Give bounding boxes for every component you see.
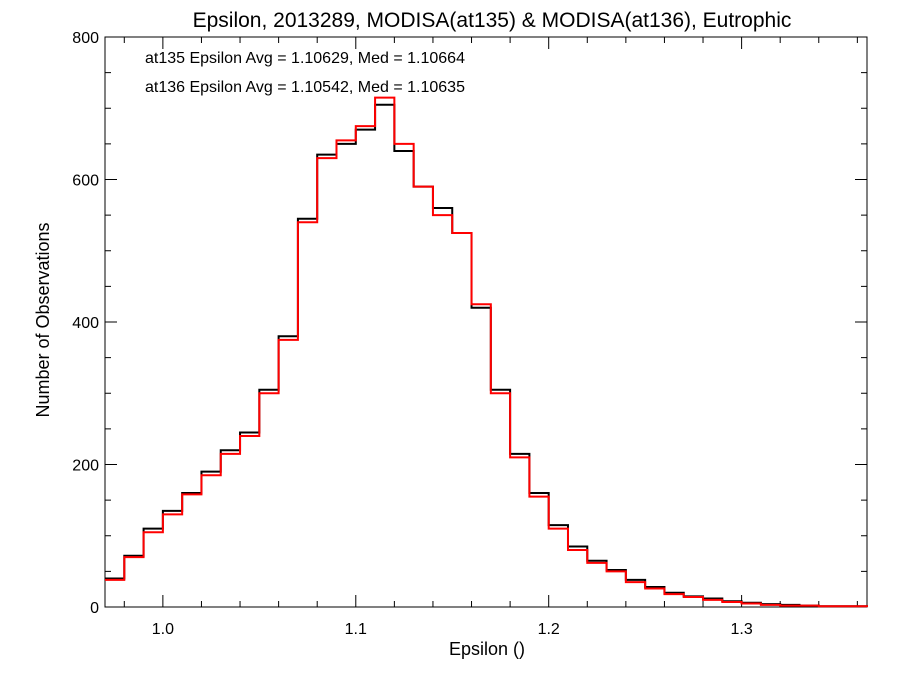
series-point-at136 <box>557 528 559 530</box>
series-point-at136 <box>384 97 386 99</box>
series-point-at135 <box>480 307 482 309</box>
y-tick-label: 600 <box>72 173 99 190</box>
series-point-at135 <box>596 560 598 562</box>
series-point-at136 <box>114 579 116 581</box>
series-point-at136 <box>442 214 444 216</box>
series-point-at135 <box>538 492 540 494</box>
y-tick-label: 800 <box>72 30 99 47</box>
series-point-at136 <box>770 604 772 606</box>
plot-border <box>104 36 868 608</box>
series-point-at136 <box>731 601 733 603</box>
series-point-at135 <box>249 431 251 433</box>
x-tick-label: 1.1 <box>345 621 367 638</box>
series-point-at136 <box>499 392 501 394</box>
series-point-at135 <box>442 207 444 209</box>
series-line-at136 <box>105 96 868 608</box>
series-point-at136 <box>866 606 868 608</box>
series-point-at136 <box>364 125 366 127</box>
series-point-at135 <box>326 154 328 156</box>
series-point-at135 <box>577 545 579 547</box>
x-tick-label: 1.2 <box>538 621 560 638</box>
series-point-at136 <box>789 605 791 607</box>
series-point-at135 <box>268 389 270 391</box>
x-axis: 1.0 1.1 1.2 1.3 <box>123 37 858 638</box>
series-point-at136 <box>538 496 540 498</box>
series-point-at136 <box>307 221 309 223</box>
series-point-at135 <box>307 218 309 220</box>
series-point-at135 <box>557 524 559 526</box>
series-point-at136 <box>268 392 270 394</box>
series-point-at136 <box>287 339 289 341</box>
x-tick-label: 1.0 <box>152 621 174 638</box>
series-point-at135 <box>403 150 405 152</box>
annotation-at136-stats: at136 Epsilon Avg = 1.10542, Med = 1.106… <box>145 79 465 96</box>
series-point-at136 <box>480 303 482 305</box>
series-point-at136 <box>635 581 637 583</box>
x-tick-label: 1.3 <box>730 621 752 638</box>
series-point-at136 <box>692 596 694 598</box>
series-point-at136 <box>827 605 829 607</box>
series-point-at136 <box>519 456 521 458</box>
annotation-at135-stats: at135 Epsilon Avg = 1.10629, Med = 1.106… <box>145 50 465 67</box>
series-point-at136 <box>596 562 598 564</box>
y-axis: 0 200 400 600 800 <box>72 30 867 617</box>
series-line-at135 <box>105 103 868 608</box>
series-point-at135 <box>364 129 366 131</box>
series-point-at136 <box>750 602 752 604</box>
y-tick-label: 400 <box>72 315 99 332</box>
series-point-at136 <box>249 435 251 437</box>
series-point-at136 <box>577 549 579 551</box>
series-point-at136 <box>152 531 154 533</box>
y-tick-label: 0 <box>90 600 99 617</box>
series-point-at136 <box>654 587 656 589</box>
y-tick-label: 200 <box>72 458 99 475</box>
chart-title: Epsilon, 2013289, MODISA(at135) & MODISA… <box>193 9 792 32</box>
series-point-at136 <box>403 143 405 145</box>
series-point-at136 <box>229 453 231 455</box>
series-point-at136 <box>461 232 463 234</box>
series-point-at135 <box>519 453 521 455</box>
series-point-at136 <box>852 605 854 607</box>
series-point-at135 <box>172 510 174 512</box>
series-point-at136 <box>172 513 174 515</box>
series-point-at135 <box>287 335 289 337</box>
series-point-at136 <box>422 186 424 188</box>
series-point-at136 <box>210 474 212 476</box>
plot-frame <box>104 36 868 608</box>
series-point-at135 <box>635 579 637 581</box>
series-point-at135 <box>210 471 212 473</box>
series-point-at135 <box>499 389 501 391</box>
y-axis-label: Number of Observations <box>33 222 53 417</box>
series-point-at136 <box>133 556 135 558</box>
series-layer <box>105 96 868 608</box>
series-point-at136 <box>345 139 347 141</box>
series-point-at135 <box>384 104 386 106</box>
series-point-at136 <box>615 570 617 572</box>
series-point-at136 <box>326 157 328 159</box>
series-point-at136 <box>191 493 193 495</box>
series-point-at136 <box>808 605 810 607</box>
series-point-at135 <box>152 528 154 530</box>
series-point-at136 <box>673 593 675 595</box>
x-axis-label: Epsilon () <box>449 639 525 659</box>
series-point-at136 <box>712 599 714 601</box>
series-point-at135 <box>345 143 347 145</box>
series-point-at135 <box>229 449 231 451</box>
